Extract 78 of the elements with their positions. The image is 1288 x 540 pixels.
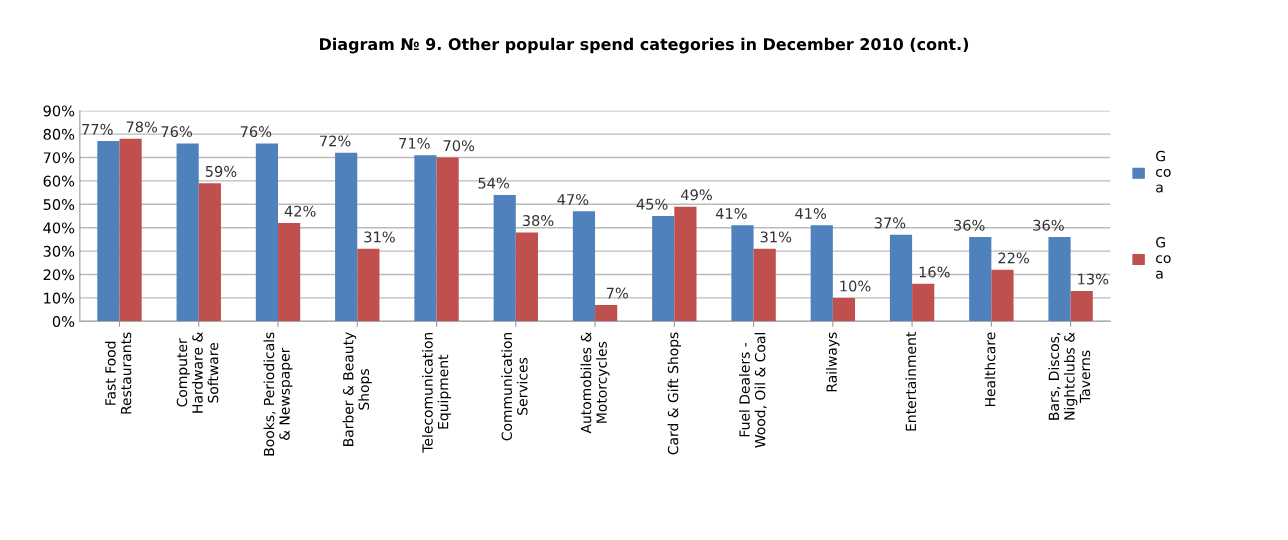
data-label: 71% [399, 137, 430, 149]
x-tick-label: Fuel Dealers - Wood, Oil & Coal [739, 333, 767, 448]
data-label: 38% [522, 215, 554, 227]
y-tick-label: 50% [43, 199, 75, 211]
x-tick-label: Barber & Beauty Shops [342, 332, 372, 446]
data-label: 76% [240, 126, 272, 138]
y-tick-label: 20% [43, 269, 75, 281]
bar [1048, 237, 1071, 322]
y-tick-label: 30% [43, 245, 75, 257]
bar [674, 206, 697, 322]
bar [176, 143, 199, 322]
y-tick-label: 40% [43, 222, 75, 234]
data-label: 16% [919, 266, 950, 278]
x-tick-label: Entertainment [905, 332, 917, 431]
bar [991, 269, 1014, 322]
data-label: 49% [681, 189, 712, 201]
data-label: 76% [161, 126, 192, 138]
bar [969, 237, 992, 322]
legend-label: G co a [1156, 237, 1171, 279]
data-label: 78% [126, 121, 158, 133]
data-label: 37% [874, 217, 906, 229]
data-label: 70% [443, 140, 475, 152]
bar [889, 234, 913, 322]
data-label: 42% [284, 205, 316, 217]
x-tick-label: Bars, Discos, Nightclubs & Taverns [1048, 332, 1091, 420]
data-label: 36% [1033, 219, 1064, 231]
legend-label: G co a [1156, 150, 1171, 193]
bar [515, 232, 538, 322]
x-tick-label: Fast Food Restaurants [104, 332, 132, 414]
bar [572, 211, 596, 322]
y-tick-label: 80% [43, 128, 75, 140]
bar [731, 225, 754, 322]
x-tick-label: Books, Periodicals & Newspaper [263, 332, 293, 456]
bar [414, 155, 437, 322]
data-label: 77% [82, 123, 113, 135]
bar [436, 157, 459, 322]
bar [753, 248, 776, 322]
data-label: 36% [954, 219, 985, 231]
x-tick-label: Communication Services [501, 332, 528, 441]
bar [832, 297, 856, 322]
bar [255, 143, 279, 322]
x-tick-label: Healthcare [984, 332, 996, 407]
y-tick-label: 0% [52, 316, 75, 328]
bar [1070, 290, 1093, 322]
chart-title: Diagram № 9. Other popular spend categories in December 2010 (cont.) [320, 37, 969, 54]
bar [912, 283, 935, 322]
data-label: 22% [998, 252, 1029, 264]
bar [810, 225, 833, 322]
data-label: 31% [364, 231, 395, 243]
x-tick-label: Card & Gift Shops [667, 332, 682, 455]
y-tick-label: 10% [44, 292, 75, 304]
data-label: 41% [795, 207, 827, 220]
bar [335, 152, 358, 322]
y-tick-label: 90% [43, 105, 75, 117]
bar [198, 183, 221, 322]
data-label: 72% [320, 135, 351, 147]
data-label: 41% [715, 207, 747, 220]
data-label: 31% [760, 231, 792, 243]
data-label: 47% [557, 193, 589, 205]
bar [595, 304, 618, 322]
x-tick-label: Telecomunication Equipment [422, 332, 452, 453]
data-label: 13% [1078, 273, 1109, 285]
x-tick-label: Railways [826, 332, 840, 392]
y-tick-label: 60% [43, 175, 75, 187]
data-label: 59% [205, 165, 237, 177]
data-label: 7% [606, 287, 629, 299]
x-tick-label: Computer Hardware & Software [176, 332, 219, 413]
y-tick-label: 70% [43, 152, 75, 164]
x-tick-label: Automobiles & Motorcycles [580, 332, 610, 434]
bar [652, 216, 675, 322]
data-label: 45% [636, 198, 668, 210]
bar [357, 248, 380, 322]
bar [278, 223, 301, 322]
bar [493, 194, 516, 322]
data-label: 54% [478, 177, 509, 189]
bar [119, 138, 142, 322]
data-label: 10% [840, 280, 871, 292]
bar [97, 141, 120, 322]
